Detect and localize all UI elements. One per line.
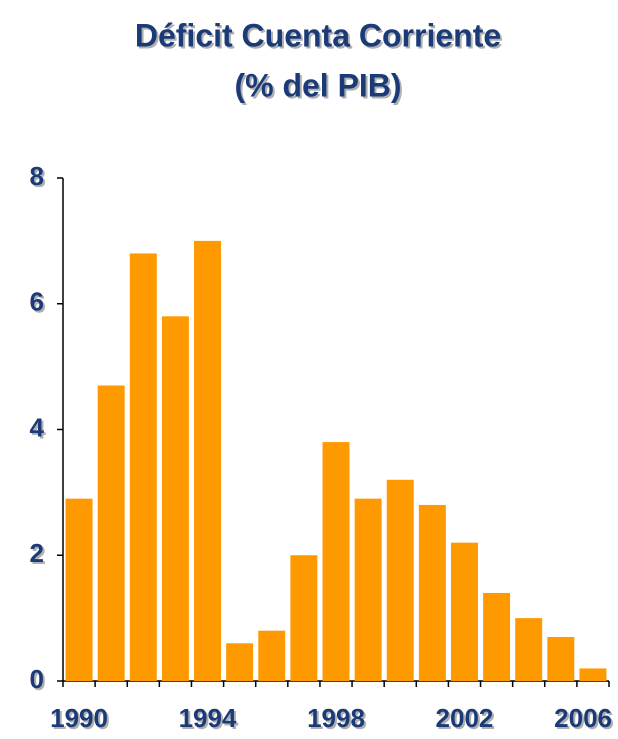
bar bbox=[290, 555, 318, 681]
bar bbox=[129, 253, 157, 681]
bar bbox=[450, 542, 478, 681]
y-tick-label: 8 bbox=[30, 161, 44, 191]
bar bbox=[194, 240, 222, 681]
y-tick-label: 6 bbox=[30, 287, 44, 317]
chart-title: Déficit Cuenta Corriente bbox=[135, 17, 501, 53]
bar bbox=[515, 618, 543, 681]
y-tick-label: 4 bbox=[30, 412, 45, 442]
chart-subtitle: (% del PIB) bbox=[234, 67, 401, 103]
bar bbox=[97, 385, 125, 681]
bar bbox=[579, 668, 607, 681]
x-tick-label: 2002 bbox=[436, 703, 494, 733]
x-tick-label: 1998 bbox=[307, 703, 365, 733]
y-tick-label: 2 bbox=[30, 538, 44, 568]
bar bbox=[322, 442, 350, 681]
bar bbox=[418, 504, 446, 681]
y-tick-label: 0 bbox=[30, 664, 44, 694]
x-tick-label: 1990 bbox=[50, 703, 108, 733]
bar bbox=[386, 479, 414, 681]
x-tick-label: 1994 bbox=[179, 703, 237, 733]
bar bbox=[65, 498, 93, 681]
bar bbox=[547, 636, 575, 681]
bar bbox=[226, 643, 254, 681]
bar bbox=[161, 316, 189, 681]
bar bbox=[258, 630, 286, 681]
bar bbox=[483, 592, 511, 681]
bar bbox=[354, 498, 382, 681]
x-tick-label: 2006 bbox=[554, 703, 612, 733]
